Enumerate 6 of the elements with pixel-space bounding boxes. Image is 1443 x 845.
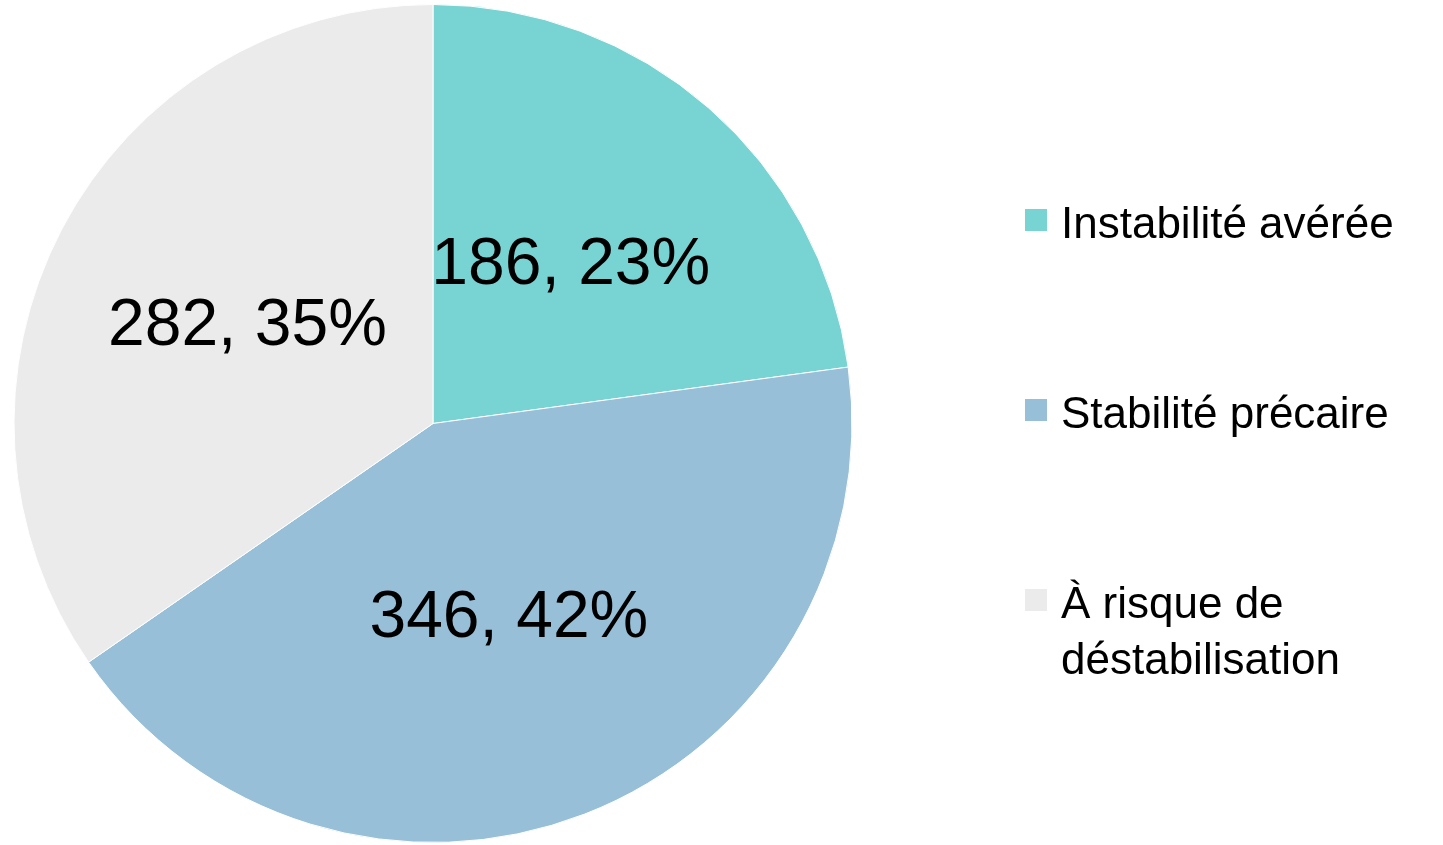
legend-label: Instabilité avérée bbox=[1061, 197, 1394, 249]
data-label: 346, 42% bbox=[369, 576, 649, 651]
legend-label: À risque de déstabilisation bbox=[1061, 577, 1341, 685]
legend-label: Stabilité précaire bbox=[1061, 387, 1389, 439]
data-label: 186, 23% bbox=[431, 223, 711, 298]
data-label: 282, 35% bbox=[107, 284, 387, 359]
